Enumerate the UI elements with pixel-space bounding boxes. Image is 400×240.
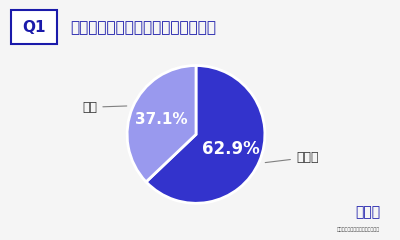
Text: スタッドレスタイヤを履きますか？: スタッドレスタイヤを履きますか？ — [70, 20, 216, 35]
Text: いいえ: いいえ — [265, 151, 318, 164]
Text: 62.9%: 62.9% — [202, 140, 260, 158]
Text: Q1: Q1 — [22, 20, 46, 35]
Text: 旧車専門の売買プラットフォーム: 旧車専門の売買プラットフォーム — [337, 227, 380, 232]
Text: 37.1%: 37.1% — [135, 112, 188, 127]
Wedge shape — [146, 66, 265, 203]
FancyBboxPatch shape — [10, 11, 58, 44]
Wedge shape — [127, 66, 196, 182]
Text: はい: はい — [82, 101, 127, 114]
Text: 旧車王: 旧車王 — [355, 205, 380, 219]
